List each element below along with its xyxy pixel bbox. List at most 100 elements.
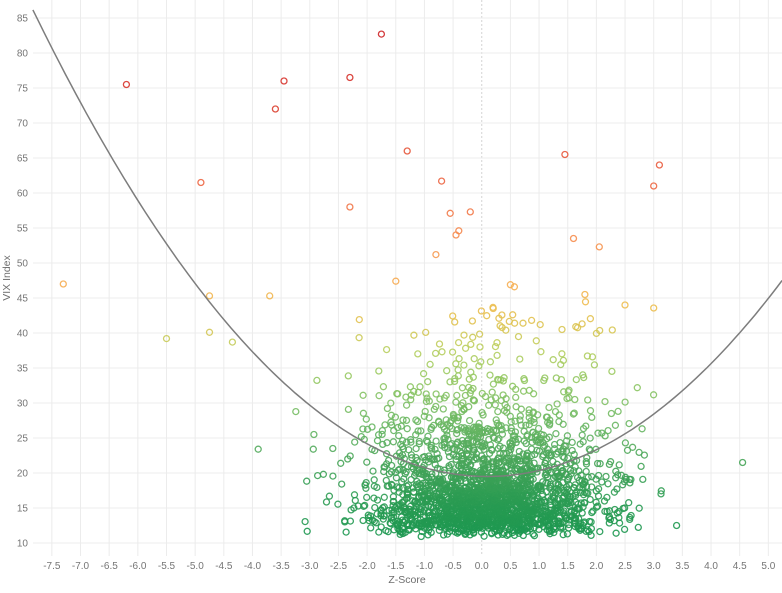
data-point[interactable] [623,446,632,454]
data-point[interactable] [628,443,637,451]
data-point[interactable] [579,503,587,511]
data-point[interactable] [516,412,524,420]
data-point[interactable] [545,403,553,412]
data-point[interactable] [633,384,641,392]
data-point[interactable] [472,438,481,446]
data-point[interactable] [470,505,478,513]
data-point[interactable] [571,481,579,489]
data-point[interactable] [575,505,583,513]
data-point[interactable] [410,488,418,496]
outlier-point[interactable] [495,314,503,322]
data-point[interactable] [464,451,472,459]
data-point[interactable] [596,527,604,536]
outlier-point[interactable] [506,281,515,289]
data-point[interactable] [586,495,594,504]
outlier-point[interactable] [476,343,484,351]
data-point[interactable] [444,444,452,452]
data-point[interactable] [402,468,410,476]
data-point[interactable] [471,485,479,493]
data-point[interactable] [571,395,579,404]
data-point[interactable] [472,497,480,505]
data-point[interactable] [417,427,425,435]
data-point[interactable] [439,531,448,539]
data-point[interactable] [563,530,572,538]
outlier-point[interactable] [122,80,131,89]
data-point[interactable] [446,422,454,431]
data-point[interactable] [404,493,412,502]
data-point[interactable] [426,494,434,502]
outlier-point[interactable] [561,150,569,159]
data-point[interactable] [572,375,580,384]
data-point[interactable] [559,452,567,461]
outlier-point[interactable] [446,209,454,217]
data-point[interactable] [650,304,658,312]
data-point[interactable] [382,450,391,458]
data-point[interactable] [380,512,388,520]
outlier-point[interactable] [572,323,580,331]
data-point[interactable] [523,432,531,441]
data-point[interactable] [555,417,563,426]
data-point[interactable] [598,478,606,486]
data-point[interactable] [510,495,518,503]
data-point[interactable] [657,487,665,495]
data-point[interactable] [510,457,518,466]
data-point[interactable] [533,446,541,455]
data-point[interactable] [615,461,623,469]
data-point[interactable] [558,467,566,475]
data-point[interactable] [507,509,515,517]
data-point[interactable] [477,358,485,366]
data-point[interactable] [383,404,392,413]
outlier-point[interactable] [460,331,468,339]
data-point[interactable] [408,454,416,462]
data-point[interactable] [405,446,413,454]
data-point[interactable] [603,493,611,502]
data-point[interactable] [438,509,446,517]
data-point[interactable] [379,504,387,512]
data-point[interactable] [467,432,476,440]
data-point[interactable] [410,498,419,507]
data-point[interactable] [604,426,612,435]
data-point[interactable] [496,449,504,458]
data-point[interactable] [412,444,420,453]
data-point[interactable] [427,425,435,434]
data-point[interactable] [454,497,462,506]
data-point[interactable] [519,485,527,493]
data-point[interactable] [511,510,519,518]
data-point[interactable] [546,416,554,424]
data-point[interactable] [585,527,593,536]
data-point[interactable] [351,496,359,505]
data-point[interactable] [524,478,532,486]
data-point[interactable] [526,466,535,475]
data-point[interactable] [432,390,440,398]
data-point[interactable] [329,472,337,480]
data-point[interactable] [406,383,415,391]
data-point[interactable] [556,506,565,514]
data-point[interactable] [391,413,400,421]
data-point[interactable] [534,411,542,419]
data-point[interactable] [499,457,508,465]
data-point[interactable] [407,475,415,484]
data-point[interactable] [461,391,470,400]
data-point[interactable] [507,517,516,525]
outlier-point[interactable] [510,283,519,291]
data-point[interactable] [510,479,518,487]
data-point[interactable] [552,430,560,438]
outlier-point[interactable] [519,319,527,327]
data-point[interactable] [436,395,444,403]
data-point[interactable] [603,507,611,516]
data-point[interactable] [419,479,427,487]
data-point[interactable] [511,467,519,475]
data-point[interactable] [537,497,545,506]
data-point[interactable] [422,397,431,406]
outlier-point[interactable] [392,277,400,285]
data-point[interactable] [464,440,472,448]
data-point[interactable] [538,490,547,499]
data-point[interactable] [497,421,505,430]
data-point[interactable] [455,520,463,529]
data-point[interactable] [425,508,433,516]
data-point[interactable] [435,418,443,426]
data-point[interactable] [465,465,473,473]
data-point[interactable] [498,430,507,438]
data-point[interactable] [565,520,573,529]
data-point[interactable] [453,413,462,421]
